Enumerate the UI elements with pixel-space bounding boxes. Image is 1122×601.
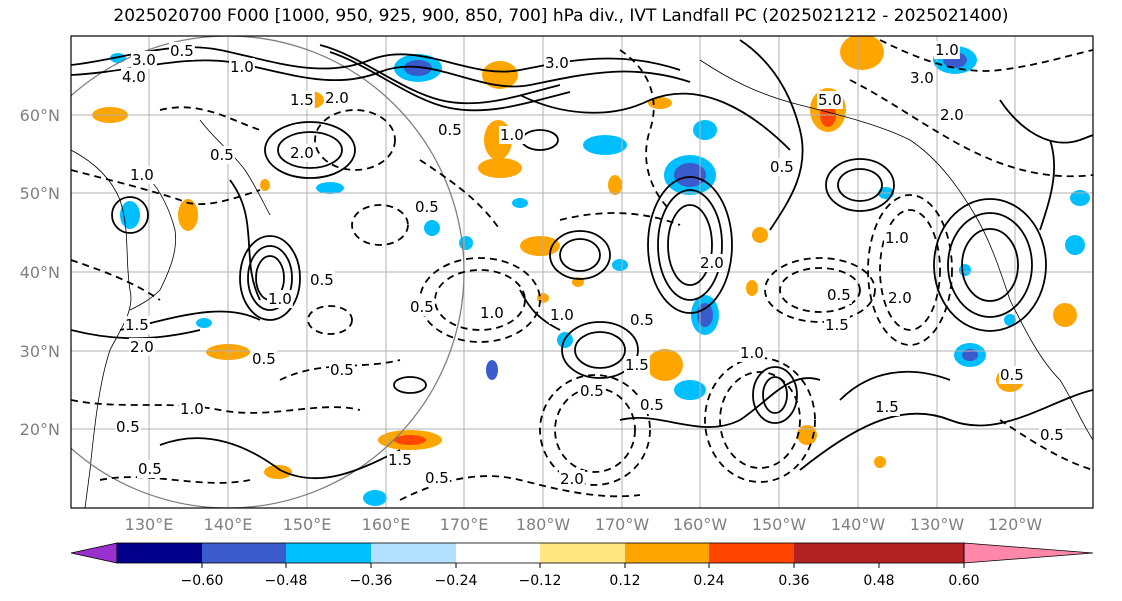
contour-label: 1.5 bbox=[875, 398, 899, 416]
colorbar-swatch bbox=[709, 543, 794, 563]
contour-label: 1.5 bbox=[388, 451, 412, 469]
colorbar-tick-label: 0.48 bbox=[863, 573, 894, 589]
contour-label: 0.5 bbox=[330, 361, 354, 379]
graticule bbox=[71, 36, 1093, 508]
contour-label: 0.5 bbox=[138, 460, 162, 478]
colorbar-swatch bbox=[371, 543, 456, 563]
contour-label: 0.5 bbox=[425, 469, 449, 487]
contour-label: 0.5 bbox=[630, 311, 654, 329]
colorbar-swatch bbox=[625, 543, 709, 563]
lat-label: 30°N bbox=[20, 342, 60, 361]
colorbar-tick-label: 0.24 bbox=[693, 573, 724, 589]
contour-label: 2.0 bbox=[888, 289, 912, 307]
latitude-labels: 60°N 50°N 40°N 30°N 20°N bbox=[20, 106, 60, 439]
contour-label: 3.0 bbox=[545, 54, 569, 72]
lon-label: 120°W bbox=[988, 515, 1043, 534]
contour-label: 2.0 bbox=[560, 470, 584, 488]
colorbar-tick-label: −0.24 bbox=[435, 573, 478, 589]
lon-label: 170°W bbox=[595, 515, 650, 534]
lat-label: 40°N bbox=[20, 263, 60, 282]
contour-label: 0.5 bbox=[210, 146, 234, 164]
contour-label: 3.0 bbox=[132, 51, 156, 69]
colorbar-swatch bbox=[286, 543, 371, 563]
lon-label: 160°W bbox=[673, 515, 728, 534]
colorbar-left-extend bbox=[70, 542, 118, 564]
contour-label: 1.5 bbox=[125, 316, 149, 334]
contour-label: 1.0 bbox=[480, 304, 504, 322]
lon-label: 140°E bbox=[204, 515, 253, 534]
lon-label: 170°E bbox=[440, 515, 489, 534]
colorbar-tick-label: −0.48 bbox=[265, 573, 308, 589]
colorbar-swatch bbox=[879, 543, 964, 563]
lat-label: 20°N bbox=[20, 420, 60, 439]
contour-label: 1.0 bbox=[180, 400, 204, 418]
contour-label: 5.0 bbox=[818, 91, 842, 109]
contour-label: 2.0 bbox=[130, 338, 154, 356]
map-frame bbox=[70, 35, 1094, 509]
colorbar-swatch bbox=[456, 543, 540, 563]
contour-label: 2.0 bbox=[700, 254, 724, 272]
lat-label: 50°N bbox=[20, 184, 60, 203]
contour-label: 1.5 bbox=[625, 356, 649, 374]
contour-label: 4.0 bbox=[122, 68, 146, 86]
colorbar-right-extend bbox=[963, 542, 1094, 564]
contour-label: 2.0 bbox=[940, 106, 964, 124]
lon-label: 130°W bbox=[910, 515, 965, 534]
contour-label: 1.0 bbox=[935, 41, 959, 59]
contour-label: 0.5 bbox=[252, 350, 276, 368]
contour-label: 0.5 bbox=[640, 396, 664, 414]
colorbar-swatch bbox=[794, 543, 879, 563]
lon-label: 150°E bbox=[283, 515, 332, 534]
lon-label: 150°W bbox=[752, 515, 807, 534]
colorbar-swatch bbox=[117, 543, 202, 563]
contour-label: 1.0 bbox=[130, 166, 154, 184]
contour-label: 0.5 bbox=[770, 158, 794, 176]
colorbar-tick-label: 0.60 bbox=[948, 573, 979, 589]
contour-label: 1.0 bbox=[268, 290, 292, 308]
colorbar-tick-label: 0.12 bbox=[609, 573, 640, 589]
contour-label: 1.5 bbox=[825, 316, 849, 334]
page-title: 2025020700 F000 [1000, 950, 925, 900, 85… bbox=[113, 6, 1009, 26]
contour-label: 1.5 bbox=[290, 91, 314, 109]
contour-label: 0.5 bbox=[116, 418, 140, 436]
colorbar-swatch bbox=[202, 543, 286, 563]
contour-label: 1.0 bbox=[550, 306, 574, 324]
contour-label: 0.5 bbox=[1000, 366, 1024, 384]
contour-label: 0.5 bbox=[580, 382, 604, 400]
contour-label: 0.5 bbox=[410, 298, 434, 316]
lat-label: 60°N bbox=[20, 106, 60, 125]
contour-label: 0.5 bbox=[170, 42, 194, 60]
contour-label: 0.5 bbox=[827, 286, 851, 304]
contour-label: 2.0 bbox=[290, 144, 314, 162]
contour-label: 0.5 bbox=[1040, 426, 1064, 444]
contour-label: 0.5 bbox=[310, 271, 334, 289]
colorbar-tick-label: 0.36 bbox=[778, 573, 809, 589]
contour-label: 1.0 bbox=[740, 344, 764, 362]
contour-label: 0.5 bbox=[415, 198, 439, 216]
colorbar: −0.60 −0.48 −0.36 −0.24 −0.12 0.12 0.24 … bbox=[70, 542, 1094, 589]
colorbar-tick-label: −0.60 bbox=[181, 573, 224, 589]
longitude-labels: 130°E 140°E 150°E 160°E 170°E 180°W 170°… bbox=[125, 515, 1043, 534]
colorbar-swatch bbox=[540, 543, 625, 563]
contour-label: 1.0 bbox=[500, 126, 524, 144]
lon-label: 130°E bbox=[125, 515, 174, 534]
lon-label: 180°W bbox=[516, 515, 571, 534]
lon-label: 140°W bbox=[831, 515, 886, 534]
colorbar-tick-label: −0.36 bbox=[350, 573, 393, 589]
colorbar-tick-label: −0.12 bbox=[519, 573, 562, 589]
lon-label: 160°E bbox=[362, 515, 411, 534]
contour-label: 1.0 bbox=[885, 229, 909, 247]
contour-labels: 3.0 4.0 0.5 1.0 2.0 1.5 0.5 1.0 0.5 3.0 … bbox=[115, 41, 1065, 488]
contour-label: 2.0 bbox=[325, 89, 349, 107]
contour-label: 1.0 bbox=[230, 58, 254, 76]
contour-label: 3.0 bbox=[910, 69, 934, 87]
contour-label: 0.5 bbox=[438, 121, 462, 139]
coastlines bbox=[71, 59, 1093, 508]
